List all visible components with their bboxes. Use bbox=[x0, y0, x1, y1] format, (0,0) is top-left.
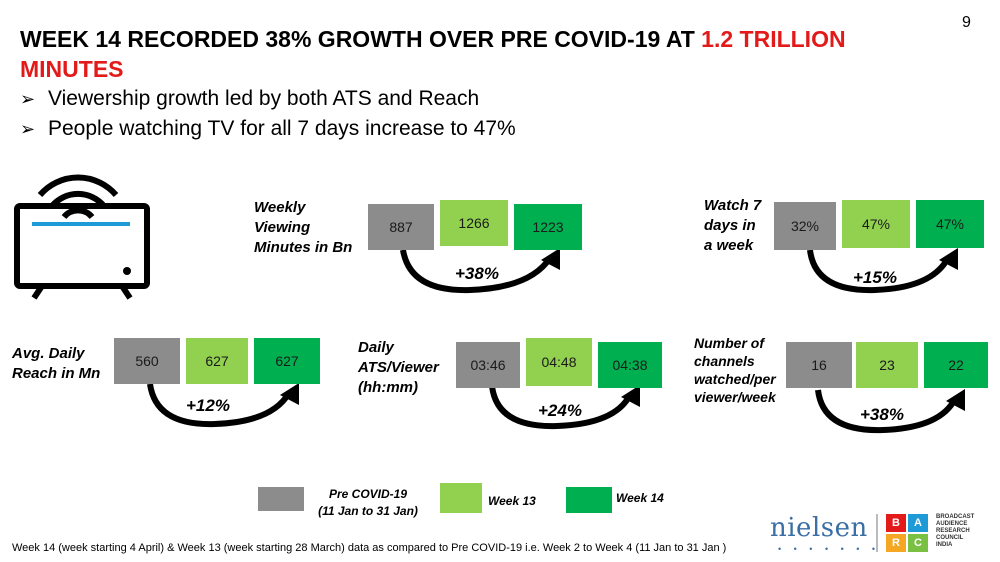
watch-7-days-pre-covid-value: 32% bbox=[774, 202, 836, 250]
title-highlight: 1.2 TRILLION MINUTES bbox=[20, 26, 846, 82]
weekly-viewing-growth: +38% bbox=[455, 264, 499, 283]
daily-ats-week14-value: 04:38 bbox=[598, 342, 662, 388]
legend-label-pre-covid: Pre COVID-19 (11 Jan to 31 Jan) bbox=[318, 487, 418, 518]
weekly-viewing-label: Weekly Viewing Minutes in Bn bbox=[254, 199, 353, 256]
channels-growth: +38% bbox=[860, 405, 904, 424]
legend-swatch-week13 bbox=[440, 483, 482, 513]
daily-ats-week13-value: 04:48 bbox=[526, 338, 592, 386]
arrow-bullet-icon: ➢ bbox=[20, 89, 36, 109]
barc-logo-text: BROADCAST AUDIENCE RESEARCH COUNCIL INDI… bbox=[936, 514, 975, 548]
bullet-item: ➢ Viewership growth led by both ATS and R… bbox=[20, 84, 516, 114]
watch-7-days-week13-value: 47% bbox=[842, 200, 910, 248]
growth-arrow-weekly-viewing bbox=[400, 249, 553, 294]
avg-daily-reach-pre-covid-value: 560 bbox=[114, 338, 180, 384]
bullet-item: ➢ People watching TV for all 7 days incre… bbox=[20, 114, 516, 144]
watch-7-days-week14-value: 47% bbox=[916, 200, 984, 248]
avg-daily-reach-growth: +12% bbox=[186, 396, 230, 415]
legend-label-week14: Week 14 bbox=[616, 491, 664, 505]
daily-ats-growth: +24% bbox=[538, 401, 582, 420]
arrow-bullet-icon: ➢ bbox=[20, 119, 36, 139]
daily-ats-pre-covid-value: 03:46 bbox=[456, 342, 520, 388]
footnote: Week 14 (week starting 4 April) & Week 1… bbox=[12, 542, 727, 554]
legend-swatch-week14 bbox=[566, 487, 612, 513]
weekly-viewing-week14-value: 1223 bbox=[514, 204, 582, 250]
watch-7-days-growth: +15% bbox=[853, 268, 897, 287]
daily-ats-label: Daily ATS/Viewer (hh:mm) bbox=[358, 339, 439, 396]
barc-logo: B A R C bbox=[886, 514, 930, 554]
channels-pre-covid-value: 16 bbox=[786, 342, 852, 388]
bullet-list: ➢ Viewership growth led by both ATS and R… bbox=[20, 84, 516, 144]
watch-7-days-label: Watch 7 days in a week bbox=[704, 197, 762, 254]
nielsen-logo-dots: • • • • • • • • bbox=[778, 544, 896, 554]
slide-title: WEEK 14 RECORDED 38% GROWTH OVER PRE COV… bbox=[20, 24, 950, 84]
channels-week14-value: 22 bbox=[924, 342, 988, 388]
avg-daily-reach-week14-value: 627 bbox=[254, 338, 320, 384]
legend-label-week13: Week 13 bbox=[488, 494, 536, 508]
weekly-viewing-pre-covid-value: 887 bbox=[368, 204, 434, 250]
legend-swatch-pre-covid bbox=[258, 487, 304, 511]
avg-daily-reach-week13-value: 627 bbox=[186, 338, 248, 384]
title-main: WEEK 14 RECORDED 38% GROWTH OVER PRE COV… bbox=[20, 26, 702, 52]
logo-divider bbox=[876, 514, 878, 552]
avg-daily-reach-label: Avg. Daily Reach in Mn bbox=[12, 345, 101, 382]
channels-label: Number of channels watched/per viewer/we… bbox=[694, 335, 776, 405]
weekly-viewing-week13-value: 1266 bbox=[440, 200, 508, 246]
nielsen-logo: nielsen bbox=[770, 513, 868, 543]
page-number: 9 bbox=[962, 14, 971, 31]
channels-week13-value: 23 bbox=[856, 342, 918, 388]
